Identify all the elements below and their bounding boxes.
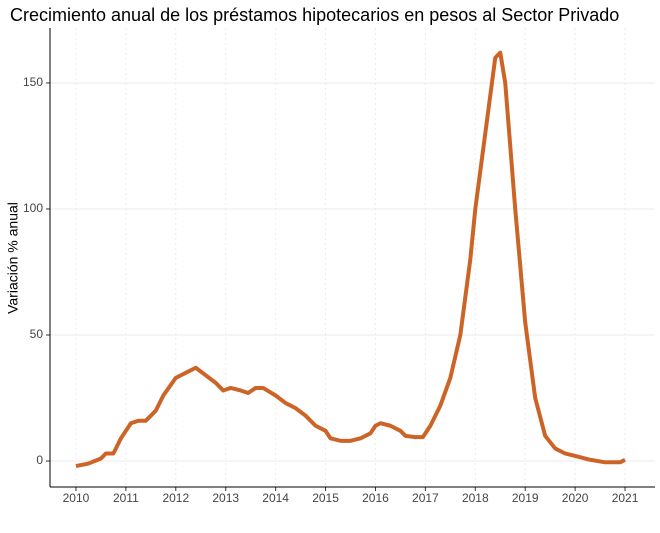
y-tick-label: 100 xyxy=(23,201,43,215)
x-tick-label: 2018 xyxy=(462,491,489,505)
y-tick-label: 150 xyxy=(23,75,43,89)
x-tick-label: 2013 xyxy=(212,491,239,505)
x-tick-label: 2015 xyxy=(312,491,339,505)
y-tick-label: 50 xyxy=(30,327,44,341)
x-tick-label: 2010 xyxy=(63,491,90,505)
x-tick-label: 2020 xyxy=(562,491,589,505)
x-tick-label: 2019 xyxy=(512,491,539,505)
x-tick-label: 2017 xyxy=(412,491,439,505)
y-tick-label: 0 xyxy=(36,453,43,467)
chart-title: Crecimiento anual de los préstamos hipot… xyxy=(10,5,619,25)
x-tick-label: 2014 xyxy=(262,491,289,505)
x-tick-label: 2012 xyxy=(162,491,189,505)
data-line xyxy=(75,50,626,469)
x-tick-label: 2016 xyxy=(362,491,389,505)
x-tick-label: 2011 xyxy=(113,491,139,505)
y-axis-label: Variación % anual xyxy=(5,202,21,314)
x-tick-label: 2021 xyxy=(612,491,639,505)
